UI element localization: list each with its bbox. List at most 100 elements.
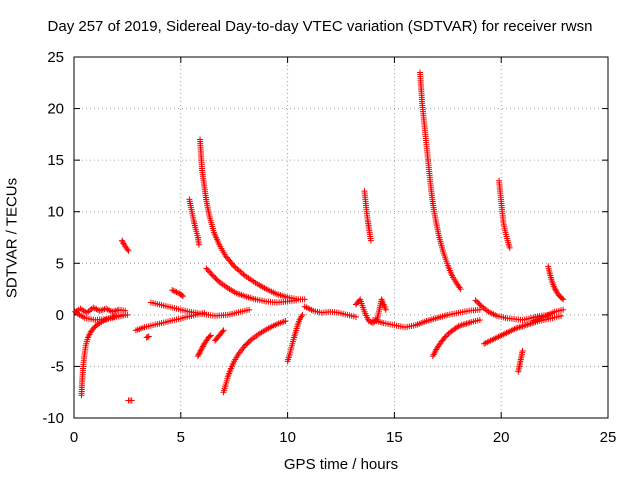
y-tick-label: 25 bbox=[47, 49, 64, 66]
data-point bbox=[235, 267, 242, 274]
series-sat-b bbox=[78, 311, 127, 399]
data-point bbox=[207, 332, 214, 339]
data-point bbox=[199, 343, 206, 350]
data-point bbox=[234, 266, 241, 273]
data-point bbox=[194, 353, 201, 360]
series-sat-s bbox=[361, 188, 374, 244]
data-point bbox=[195, 241, 202, 248]
data-point bbox=[208, 271, 215, 278]
x-tick-label: 25 bbox=[600, 429, 617, 446]
data-point bbox=[444, 332, 451, 339]
series-sat-u bbox=[417, 69, 464, 293]
data-point bbox=[125, 247, 132, 254]
y-tick-label: 10 bbox=[47, 204, 64, 221]
data-point bbox=[454, 324, 461, 331]
y-tick-label: 5 bbox=[56, 255, 64, 272]
data-point bbox=[477, 302, 484, 309]
series-sat-h bbox=[147, 299, 253, 319]
data-point bbox=[119, 237, 126, 244]
series-sat-x bbox=[496, 177, 513, 251]
data-point bbox=[197, 348, 204, 355]
data-point bbox=[206, 333, 213, 340]
data-point bbox=[196, 350, 203, 357]
data-point bbox=[560, 306, 567, 313]
data-point bbox=[559, 295, 566, 302]
data-point bbox=[352, 313, 359, 320]
series-sat-aa bbox=[545, 263, 567, 303]
series-sat-c bbox=[73, 309, 131, 324]
x-tick-label: 10 bbox=[279, 429, 296, 446]
series-sat-v bbox=[429, 317, 483, 360]
data-point bbox=[506, 244, 513, 251]
data-point bbox=[144, 334, 151, 341]
data-point bbox=[365, 318, 372, 325]
data-point bbox=[204, 266, 211, 273]
data-point bbox=[560, 296, 567, 303]
series-sat-z bbox=[515, 347, 526, 375]
series-sat-o bbox=[220, 318, 289, 396]
data-point bbox=[476, 306, 483, 313]
x-tick-label: 5 bbox=[177, 429, 185, 446]
data-point bbox=[173, 289, 180, 296]
data-point bbox=[220, 327, 227, 334]
data-point bbox=[128, 397, 135, 404]
data-point bbox=[232, 264, 239, 271]
x-tick-label: 15 bbox=[386, 429, 403, 446]
series-sat-a bbox=[72, 304, 129, 316]
series-sat-d bbox=[119, 237, 132, 254]
series-sat-q bbox=[301, 303, 359, 320]
data-point bbox=[219, 328, 226, 335]
data-point bbox=[237, 268, 244, 275]
data-point bbox=[229, 261, 236, 268]
data-point bbox=[301, 296, 308, 303]
y-tick-label: -10 bbox=[42, 410, 64, 427]
y-tick-label: -5 bbox=[51, 358, 64, 375]
data-point bbox=[205, 268, 212, 275]
series-sat-p bbox=[284, 311, 306, 365]
data-point bbox=[145, 333, 152, 340]
series-sat-n bbox=[211, 327, 227, 344]
y-axis-label: SDTVAR / TECUs bbox=[3, 177, 21, 299]
data-point bbox=[203, 265, 210, 272]
series-sat-e bbox=[125, 397, 135, 404]
data-point bbox=[293, 297, 300, 304]
series-sat-l bbox=[203, 265, 300, 306]
data-point bbox=[170, 287, 177, 294]
series-sat-i bbox=[169, 287, 186, 300]
data-point bbox=[519, 347, 526, 354]
data-point bbox=[552, 286, 559, 293]
data-point bbox=[178, 292, 185, 299]
data-point bbox=[124, 311, 131, 318]
x-tick-label: 20 bbox=[493, 429, 510, 446]
x-axis-label: GPS time / hours bbox=[283, 456, 399, 473]
data-point bbox=[197, 347, 204, 354]
data-point bbox=[457, 286, 464, 293]
series-sat-j bbox=[186, 196, 202, 248]
plot-frame bbox=[73, 56, 609, 419]
data-point bbox=[551, 285, 558, 292]
y-tick-label: 0 bbox=[56, 307, 64, 324]
data-point bbox=[299, 311, 306, 318]
data-point bbox=[199, 344, 206, 351]
data-point bbox=[95, 321, 102, 328]
data-point bbox=[174, 289, 181, 296]
data-point bbox=[169, 287, 176, 294]
data-point bbox=[207, 269, 214, 276]
series-sat-f bbox=[143, 333, 152, 341]
chart-title: Day 257 of 2019, Sidereal Day-to-day VTE… bbox=[47, 18, 593, 35]
data-point bbox=[172, 288, 179, 295]
data-point bbox=[382, 306, 389, 313]
series-sat-m bbox=[194, 332, 214, 360]
y-tick-label: 20 bbox=[47, 101, 64, 118]
x-tick-label: 0 bbox=[70, 429, 78, 446]
data-point bbox=[282, 318, 289, 325]
data-point bbox=[119, 238, 126, 245]
data-point bbox=[238, 270, 245, 277]
data-point bbox=[179, 293, 186, 300]
data-point bbox=[442, 333, 449, 340]
data-point bbox=[246, 306, 253, 313]
data-point bbox=[367, 237, 374, 244]
data-point bbox=[476, 317, 483, 324]
